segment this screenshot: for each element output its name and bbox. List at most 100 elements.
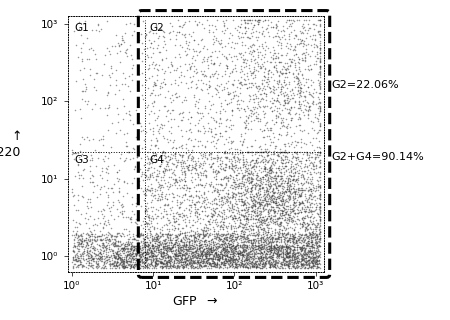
Point (174, 94, 181, 100)
Point (266, 59, 274, 64)
Point (249, 263, 256, 268)
Point (261, 162, 268, 167)
Point (220, 165, 227, 171)
Point (114, 260, 122, 265)
Point (160, 171, 167, 176)
Point (249, 239, 256, 244)
Point (218, 260, 225, 265)
Point (159, 260, 166, 265)
Point (166, 154, 174, 159)
Point (218, 182, 225, 187)
Point (231, 184, 238, 189)
Point (198, 72, 206, 77)
Point (215, 236, 222, 242)
Point (303, 262, 310, 267)
Point (284, 183, 291, 188)
Point (88, 264, 95, 269)
Point (248, 197, 255, 203)
Point (234, 258, 241, 263)
Point (303, 76, 310, 81)
Point (289, 249, 296, 254)
Point (153, 231, 160, 236)
Point (266, 78, 273, 84)
Point (277, 149, 284, 154)
Point (207, 247, 214, 252)
Point (187, 266, 194, 271)
Text: G3: G3 (75, 155, 90, 165)
Point (239, 172, 246, 177)
Point (295, 257, 302, 262)
Point (250, 176, 257, 181)
Point (276, 235, 283, 240)
Point (117, 234, 125, 239)
Point (249, 245, 256, 250)
Point (280, 180, 287, 186)
Point (177, 80, 184, 85)
Point (219, 28, 226, 34)
Point (88, 172, 95, 178)
Point (176, 253, 184, 258)
Point (278, 183, 285, 188)
Point (175, 251, 182, 256)
Point (248, 71, 255, 76)
Point (289, 256, 296, 261)
Point (91, 234, 99, 239)
Point (144, 246, 151, 252)
Point (261, 239, 269, 244)
Point (298, 171, 306, 176)
Point (158, 264, 165, 269)
Point (130, 231, 137, 236)
Point (290, 239, 297, 244)
Point (94, 156, 101, 161)
Point (143, 130, 150, 135)
Point (164, 248, 171, 253)
Point (288, 254, 295, 259)
Point (271, 251, 279, 256)
Point (303, 240, 310, 245)
Point (272, 112, 279, 117)
Point (94, 256, 102, 261)
Point (280, 258, 287, 263)
Point (310, 147, 317, 152)
Point (238, 239, 245, 244)
Point (202, 264, 209, 269)
Point (241, 244, 248, 250)
Point (297, 244, 304, 250)
Point (294, 81, 302, 86)
Point (250, 82, 257, 87)
Point (309, 250, 316, 255)
Point (158, 259, 166, 264)
Point (147, 164, 154, 170)
Point (290, 166, 297, 171)
Point (130, 251, 137, 256)
Point (179, 22, 186, 28)
Point (190, 255, 198, 260)
Point (190, 37, 198, 42)
Point (224, 252, 231, 258)
Point (167, 245, 174, 250)
Point (311, 194, 319, 199)
Point (207, 53, 215, 59)
Point (243, 161, 250, 166)
Point (291, 224, 298, 229)
Point (261, 154, 268, 159)
Point (238, 83, 246, 88)
Point (194, 260, 201, 265)
Point (228, 162, 235, 167)
Point (120, 263, 127, 268)
Point (274, 78, 281, 83)
Point (86, 157, 93, 162)
Point (220, 166, 227, 171)
Point (271, 180, 278, 185)
Point (186, 232, 194, 237)
Point (143, 252, 150, 257)
Point (316, 32, 324, 37)
Point (303, 212, 310, 217)
Point (259, 220, 266, 225)
Point (194, 143, 201, 148)
Point (140, 243, 148, 248)
Point (114, 253, 122, 259)
Point (198, 241, 205, 246)
Point (240, 156, 247, 161)
Point (197, 87, 204, 92)
